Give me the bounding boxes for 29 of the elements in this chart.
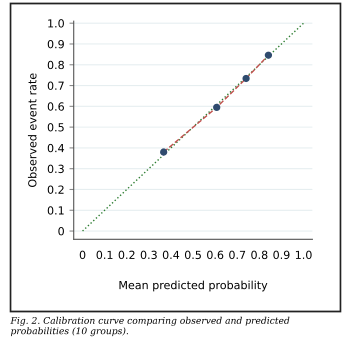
y-tick-label: 0.6 <box>48 102 64 111</box>
x-tick-label: 0.8 <box>251 250 268 260</box>
y-tick-label: 1.0 <box>48 19 64 28</box>
x-tick-label: 0.2 <box>118 250 134 260</box>
y-tick-label: 0.9 <box>48 40 64 48</box>
y-tick-label: 0.1 <box>48 206 64 215</box>
y-tick-label: 0.3 <box>48 164 64 174</box>
x-tick-label: 0.3 <box>140 250 157 260</box>
y-tick-label: 0.5 <box>48 123 64 132</box>
x-tick-label: 0.1 <box>96 250 112 260</box>
caption: Fig. 2. Calibration curve comparing observed and predicted probabilities (10 groups). <box>10 316 290 336</box>
x-tick-label: 1.0 <box>296 250 312 260</box>
point <box>242 74 250 82</box>
x-tick-label: 0.7 <box>229 250 246 260</box>
point <box>160 148 168 156</box>
x-tick-label: 0 <box>80 250 86 260</box>
y-tick-label: 0.7 <box>48 82 64 90</box>
x-axis-title: Mean predicted probability <box>119 280 268 292</box>
x-tick-label: 0.5 <box>184 250 201 260</box>
x-tick-label: 0.9 <box>273 250 290 260</box>
y-tick-label: 0 <box>58 227 64 236</box>
y-tick-label: 0.8 <box>48 60 64 70</box>
point <box>213 104 220 112</box>
point <box>264 52 272 59</box>
y-tick-label: 0.2 <box>48 185 64 194</box>
y-tick-label: 0.4 <box>48 144 64 152</box>
y-axis-title: Observed event rate <box>28 73 37 187</box>
x-tick-label: 0.6 <box>207 250 224 260</box>
x-tick-label: 0.4 <box>162 250 180 260</box>
